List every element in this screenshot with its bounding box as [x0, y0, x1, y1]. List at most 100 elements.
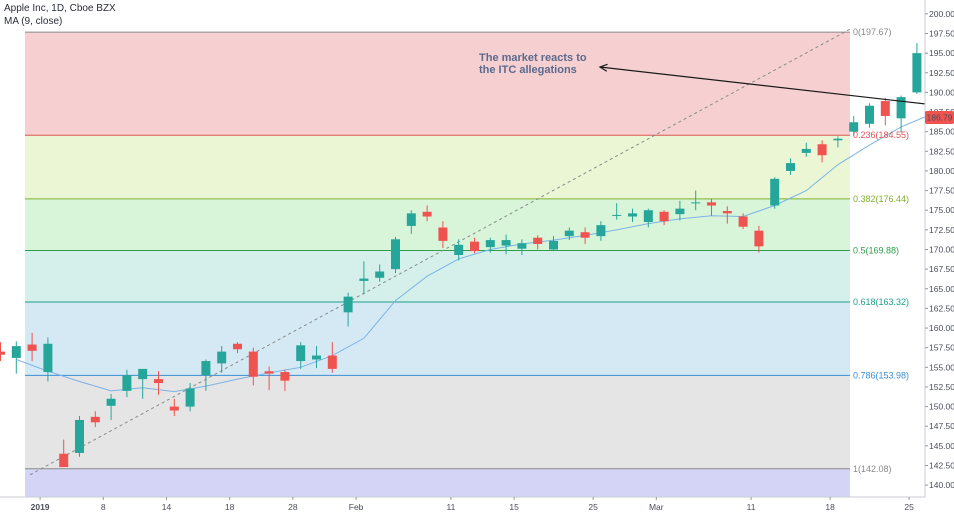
candle [422, 205, 432, 222]
candle [248, 347, 258, 386]
y-tick-label: 200.00 [929, 9, 954, 19]
candle [59, 439, 69, 468]
candle-body [312, 355, 321, 360]
candle-body [722, 211, 732, 214]
candle [438, 221, 448, 248]
indicator-label[interactable]: MA (9, close) [4, 16, 63, 27]
candle-body [27, 344, 37, 351]
candle-body [580, 232, 590, 238]
annotation-line2: the ITC allegations [479, 64, 577, 76]
x-tick-label: 2019 [31, 502, 50, 512]
y-tick-label: 172.50 [929, 225, 954, 235]
candle [564, 227, 574, 241]
candle [628, 208, 637, 223]
candle [280, 369, 290, 391]
fib-level-label: 0.236(184.55) [853, 130, 909, 140]
candle-body [643, 210, 653, 223]
candle [106, 394, 116, 420]
candle [470, 237, 479, 254]
candle [264, 366, 274, 391]
annotation: The market reacts to the ITC allegations [479, 52, 945, 107]
chart-title: Apple Inc, 1D, Cboe BZX [4, 3, 116, 14]
candle [90, 411, 100, 428]
candle [169, 398, 179, 417]
x-tick-label: 11 [747, 502, 756, 512]
candle-body [817, 144, 827, 156]
fib-band [25, 250, 850, 302]
y-tick-label: 142.50 [929, 461, 954, 471]
candle-body [770, 178, 780, 206]
candle [122, 369, 132, 398]
y-tick-label: 177.50 [929, 186, 954, 196]
candle [454, 239, 464, 261]
price-badge-text: 186.79 [927, 113, 953, 123]
candle [517, 239, 527, 255]
candle-body [217, 351, 227, 364]
x-tick-label: 18 [825, 502, 835, 512]
candle [312, 346, 321, 369]
candle [0, 342, 5, 362]
candle-body [201, 361, 211, 376]
candle [217, 346, 227, 373]
x-tick-label: 8 [101, 502, 106, 512]
candle-body [675, 208, 685, 215]
candle-body [375, 271, 385, 278]
y-tick-label: 145.00 [929, 441, 954, 451]
y-tick-label: 167.50 [929, 264, 954, 274]
price-axis-bg [925, 0, 954, 513]
candle [580, 227, 590, 245]
candle-body [517, 243, 527, 249]
candle-body [533, 237, 543, 245]
fib-level-label: 0.786(153.98) [853, 370, 909, 380]
fib-level-label: 0.618(163.32) [853, 297, 909, 307]
candle [549, 236, 558, 252]
candle [817, 140, 827, 163]
candle-body [738, 216, 748, 227]
candle [722, 206, 732, 224]
candle-body [501, 240, 511, 246]
arrow-head [598, 63, 608, 72]
x-tick-label: 28 [288, 502, 298, 512]
candle [707, 198, 716, 216]
candle [612, 203, 622, 220]
candle [11, 341, 21, 374]
candle-body [138, 368, 148, 380]
candle-body [280, 372, 290, 381]
candle-body [75, 419, 84, 453]
candle [865, 103, 874, 128]
y-tick-label: 160.00 [929, 323, 954, 333]
candle-body [454, 244, 464, 255]
candle-body [549, 240, 558, 250]
candle [406, 210, 416, 234]
y-tick-label: 180.00 [929, 166, 954, 176]
y-tick-label: 157.50 [929, 343, 954, 353]
candle [343, 292, 353, 327]
time-axis[interactable]: 20198141828Feb111525Mar111825Apr [0, 496, 954, 513]
candle-body [90, 416, 100, 423]
y-tick-label: 197.50 [929, 28, 954, 38]
candle-body [391, 239, 400, 270]
y-tick-label: 147.50 [929, 421, 954, 431]
candle [770, 177, 780, 209]
candle-body [707, 202, 716, 206]
candle [912, 42, 922, 94]
candle-body [169, 406, 179, 411]
x-tick-label: Feb [349, 502, 364, 512]
x-tick-label: Mar [649, 502, 664, 512]
price-badge: 186.79 [925, 111, 954, 125]
candle-body [786, 163, 795, 171]
candle [359, 261, 369, 295]
candle [138, 368, 148, 399]
candle [75, 416, 84, 457]
candle-body [233, 343, 242, 350]
candle [154, 371, 163, 395]
y-tick-label: 182.50 [929, 146, 954, 156]
x-tick-label: 18 [225, 502, 235, 512]
price-axis[interactable]: 140.00 142.50 145.00 147.50 150.00 152.50 155.… [924, 0, 954, 513]
candle [738, 213, 748, 230]
fib-level-label: 0.5(169.88) [853, 245, 899, 255]
fib-band [25, 135, 850, 199]
candle-body [11, 346, 21, 358]
candle [596, 221, 606, 241]
